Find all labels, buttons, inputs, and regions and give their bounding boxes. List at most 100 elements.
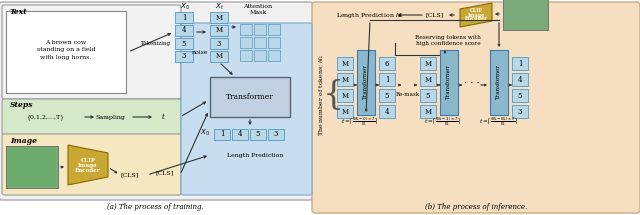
Text: t: t xyxy=(161,113,164,121)
Text: Re-mask: Re-mask xyxy=(396,92,420,97)
FancyBboxPatch shape xyxy=(210,51,228,62)
Text: 5: 5 xyxy=(385,92,389,100)
FancyBboxPatch shape xyxy=(240,50,252,61)
Text: M: M xyxy=(341,75,349,83)
Text: $X_0$: $X_0$ xyxy=(180,2,190,12)
Text: Encoder: Encoder xyxy=(75,167,101,172)
Text: M: M xyxy=(424,75,431,83)
Text: 3: 3 xyxy=(182,52,186,60)
Text: 4: 4 xyxy=(182,26,186,34)
Text: 4: 4 xyxy=(237,131,243,138)
Text: Image: Image xyxy=(78,163,98,167)
Text: 4: 4 xyxy=(518,75,522,83)
Text: 1: 1 xyxy=(518,60,522,68)
Text: M: M xyxy=(216,52,223,60)
FancyBboxPatch shape xyxy=(2,99,181,135)
Text: CLIP: CLIP xyxy=(469,9,483,14)
FancyBboxPatch shape xyxy=(337,105,353,118)
Text: Length Prediction $N_L$: Length Prediction $N_L$ xyxy=(336,11,404,20)
Text: 5: 5 xyxy=(518,92,522,100)
Text: (b) The process of inference.: (b) The process of inference. xyxy=(425,203,527,211)
FancyBboxPatch shape xyxy=(312,2,640,213)
FancyBboxPatch shape xyxy=(2,5,181,99)
FancyBboxPatch shape xyxy=(379,57,395,70)
FancyBboxPatch shape xyxy=(214,129,230,140)
FancyBboxPatch shape xyxy=(268,129,284,140)
Text: 4: 4 xyxy=(385,108,389,115)
FancyBboxPatch shape xyxy=(337,73,353,86)
FancyBboxPatch shape xyxy=(8,148,56,186)
FancyBboxPatch shape xyxy=(210,38,228,49)
FancyBboxPatch shape xyxy=(440,50,458,115)
Text: $X_0$: $X_0$ xyxy=(200,128,210,138)
Text: Reserving tokens with: Reserving tokens with xyxy=(415,34,481,40)
Text: · · ·: · · · xyxy=(464,78,480,88)
Text: 3: 3 xyxy=(217,40,221,48)
FancyBboxPatch shape xyxy=(337,89,353,102)
FancyBboxPatch shape xyxy=(254,50,266,61)
FancyBboxPatch shape xyxy=(250,129,266,140)
FancyBboxPatch shape xyxy=(420,89,436,102)
Text: Mask: Mask xyxy=(250,9,267,14)
Text: CLIP: CLIP xyxy=(81,158,95,163)
FancyBboxPatch shape xyxy=(6,146,58,188)
Text: Steps: Steps xyxy=(10,101,33,109)
Text: 5: 5 xyxy=(426,92,430,100)
Text: {0,1,2,...,T}: {0,1,2,...,T} xyxy=(26,114,64,120)
Polygon shape xyxy=(68,145,108,185)
Text: $t = \lceil\frac{(N_L-1)\times T}{N_L}\rceil$: $t = \lceil\frac{(N_L-1)\times T}{N_L}\r… xyxy=(424,115,461,129)
FancyBboxPatch shape xyxy=(420,105,436,118)
Text: (a) The process of training.: (a) The process of training. xyxy=(107,203,204,211)
Text: standing on a field: standing on a field xyxy=(36,48,95,52)
FancyBboxPatch shape xyxy=(254,37,266,48)
Text: noise: noise xyxy=(192,51,208,55)
Text: Attention: Attention xyxy=(243,5,273,9)
Text: Tokenizing: Tokenizing xyxy=(140,40,170,46)
FancyBboxPatch shape xyxy=(240,24,252,35)
Text: [CLS]: [CLS] xyxy=(156,170,174,175)
Text: 1: 1 xyxy=(182,14,186,22)
FancyBboxPatch shape xyxy=(268,50,280,61)
Text: {: { xyxy=(323,79,344,111)
Text: [CLS]: [CLS] xyxy=(426,12,444,17)
Text: $t = \lceil\frac{(N_L-0)\times T}{N_L}\rceil$: $t = \lceil\frac{(N_L-0)\times T}{N_L}\r… xyxy=(342,115,378,129)
FancyBboxPatch shape xyxy=(210,25,228,36)
FancyBboxPatch shape xyxy=(6,11,126,93)
FancyBboxPatch shape xyxy=(490,50,508,115)
Text: Text: Text xyxy=(10,8,28,16)
FancyBboxPatch shape xyxy=(357,50,375,115)
FancyBboxPatch shape xyxy=(503,0,548,30)
FancyBboxPatch shape xyxy=(512,89,528,102)
Text: A brown cow: A brown cow xyxy=(45,40,86,45)
Text: Transformer: Transformer xyxy=(497,66,502,100)
FancyBboxPatch shape xyxy=(379,105,395,118)
Text: M: M xyxy=(424,60,431,68)
Text: M: M xyxy=(341,108,349,115)
FancyBboxPatch shape xyxy=(210,12,228,23)
Text: M: M xyxy=(216,26,223,34)
Text: with long horns.: with long horns. xyxy=(40,55,92,60)
FancyBboxPatch shape xyxy=(232,129,248,140)
FancyBboxPatch shape xyxy=(420,57,436,70)
FancyBboxPatch shape xyxy=(2,134,181,195)
Text: Transformer: Transformer xyxy=(447,66,451,100)
Text: 5: 5 xyxy=(182,40,186,48)
FancyBboxPatch shape xyxy=(175,12,193,23)
Text: M: M xyxy=(341,60,349,68)
FancyBboxPatch shape xyxy=(175,38,193,49)
FancyBboxPatch shape xyxy=(175,25,193,36)
FancyBboxPatch shape xyxy=(268,24,280,35)
Text: M: M xyxy=(341,92,349,100)
Text: The number of tokens: $N_L$: The number of tokens: $N_L$ xyxy=(317,54,326,136)
Text: 3: 3 xyxy=(274,131,278,138)
FancyBboxPatch shape xyxy=(379,73,395,86)
FancyBboxPatch shape xyxy=(420,73,436,86)
Text: [CLS]: [CLS] xyxy=(121,172,139,178)
FancyBboxPatch shape xyxy=(512,73,528,86)
Text: M: M xyxy=(216,14,223,22)
Text: Image: Image xyxy=(467,12,484,17)
Text: Encoder: Encoder xyxy=(465,17,488,22)
FancyBboxPatch shape xyxy=(240,37,252,48)
FancyBboxPatch shape xyxy=(254,24,266,35)
Text: Transformer: Transformer xyxy=(226,93,274,101)
